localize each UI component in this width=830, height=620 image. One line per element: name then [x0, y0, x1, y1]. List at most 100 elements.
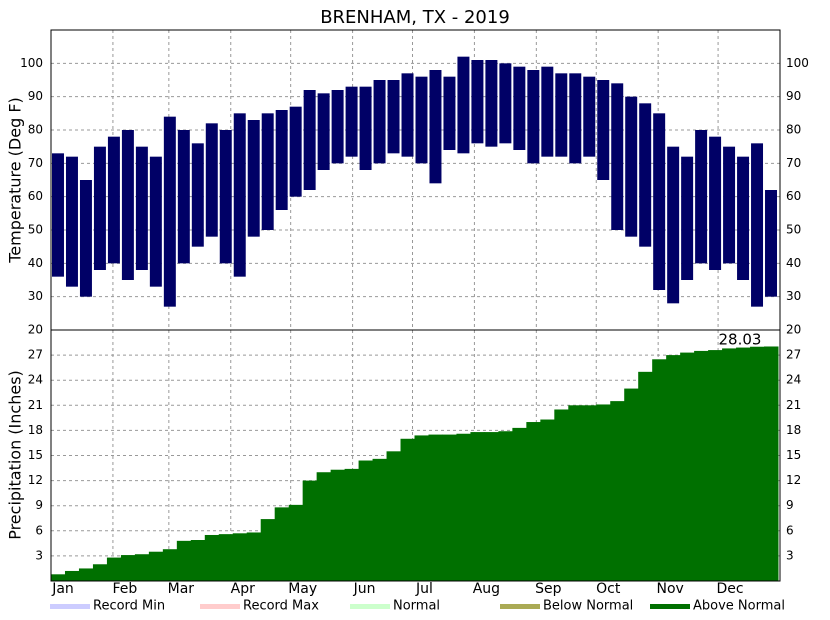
x-tick-label: Jul [415, 581, 433, 597]
x-tick-label: Nov [657, 581, 684, 597]
y-tick-label: 20 [28, 323, 43, 337]
legend-label: Below Normal [543, 599, 633, 614]
precip-step [764, 346, 779, 581]
precip-step [708, 350, 723, 581]
precip-step [750, 346, 765, 581]
temp-range-bar [765, 190, 778, 297]
precip-step [372, 458, 388, 581]
y2-tick-label: 90 [786, 89, 801, 103]
temp-range-bar [205, 123, 218, 237]
temp-range-bar [93, 146, 106, 270]
temp-range-bar [121, 130, 134, 280]
temp-range-bar [583, 76, 596, 157]
x-tick-label: Mar [168, 581, 195, 597]
x-tick-label: Sep [535, 581, 562, 597]
temp-range-bar [611, 83, 624, 230]
y2-tick-label: 60 [786, 189, 801, 203]
x-tick-label: Feb [113, 581, 138, 597]
y-tick-label: 12 [28, 473, 43, 487]
precip-step [302, 480, 318, 581]
precip-step [470, 432, 485, 581]
precip-step [260, 519, 276, 581]
y-tick-label: 30 [28, 289, 43, 303]
legend-label: Record Min [93, 599, 165, 614]
precip-step [358, 460, 374, 581]
temp-range-bar [485, 60, 498, 147]
y2-tick-label: 27 [786, 348, 801, 362]
precip-step [722, 348, 737, 581]
precip-step [288, 504, 304, 581]
y-tick-label: 40 [28, 256, 43, 270]
precip-step [190, 540, 206, 581]
precip-step [386, 451, 402, 581]
precip-step [456, 433, 471, 581]
precip-step [78, 568, 94, 581]
y-tick-label: 100 [20, 56, 43, 70]
y2-tick-label: 3 [786, 548, 794, 562]
temp-range-bar [219, 130, 232, 264]
total-annotation: 28.03 [719, 331, 762, 349]
x-tick-label: Jan [51, 581, 74, 597]
precip-step [442, 434, 457, 581]
precip-step [414, 435, 429, 581]
y2-tick-label: 9 [786, 498, 794, 512]
y2-tick-label: 40 [786, 256, 801, 270]
precip-step [498, 431, 513, 581]
y2-tick-label: 100 [786, 56, 809, 70]
temp-range-bar [289, 106, 302, 197]
precip-step [694, 350, 709, 581]
y-tick-label: 21 [28, 398, 43, 412]
temp-range-bar [625, 96, 638, 237]
temp-range-bar [569, 73, 582, 164]
y2-tick-label: 21 [786, 398, 801, 412]
panel-frame [50, 329, 781, 582]
temp-range-bar [429, 70, 442, 184]
temp-range-bar [359, 86, 372, 170]
temp-range-bar [331, 90, 344, 164]
legend-swatch [650, 604, 690, 609]
y-tick-label: 27 [28, 348, 43, 362]
y-tick-label: 50 [28, 223, 43, 237]
y-tick-label: 18 [28, 423, 43, 437]
temp-range-bar [751, 143, 764, 307]
temp-range-bar [79, 180, 92, 297]
precip-step [204, 534, 220, 581]
temp-range-bar [135, 146, 148, 270]
temp-range-bar [541, 66, 554, 157]
precip-step [120, 555, 136, 581]
y2-tick-label: 15 [786, 448, 801, 462]
y2-tick-label: 80 [786, 123, 801, 137]
precip-step [610, 401, 625, 581]
precip-step [176, 540, 192, 581]
precip-step [554, 409, 569, 581]
precip-step [330, 469, 346, 581]
legend-label: Record Max [243, 599, 319, 614]
y2-tick-label: 70 [786, 156, 801, 170]
x-tick-label: Dec [717, 581, 744, 597]
precip-step [51, 574, 66, 581]
precip-step [400, 438, 416, 581]
precip-step [652, 359, 667, 581]
legend-label: Normal [393, 599, 440, 614]
temp-range-bar [303, 90, 316, 190]
precip-step [64, 570, 80, 581]
precip-step [638, 371, 653, 581]
precip-step [344, 468, 360, 581]
legend-swatch [50, 604, 90, 609]
temp-range-bar [177, 130, 190, 264]
precip-step [512, 427, 527, 581]
temp-range-bar [65, 156, 78, 287]
y2-tick-label: 6 [786, 523, 794, 537]
precip-step [218, 534, 234, 581]
precip-step [526, 422, 541, 581]
y2-tick-label: 24 [786, 373, 801, 387]
precip-step [568, 405, 583, 581]
temp-range-bar [387, 80, 400, 154]
chart-title: BRENHAM, TX - 2019 [320, 7, 510, 28]
x-tick-label: May [288, 581, 317, 597]
temp-range-bar [597, 80, 610, 180]
precip-step [736, 347, 751, 581]
temp-range-bar [695, 130, 708, 264]
temp-range-bar [275, 110, 288, 210]
